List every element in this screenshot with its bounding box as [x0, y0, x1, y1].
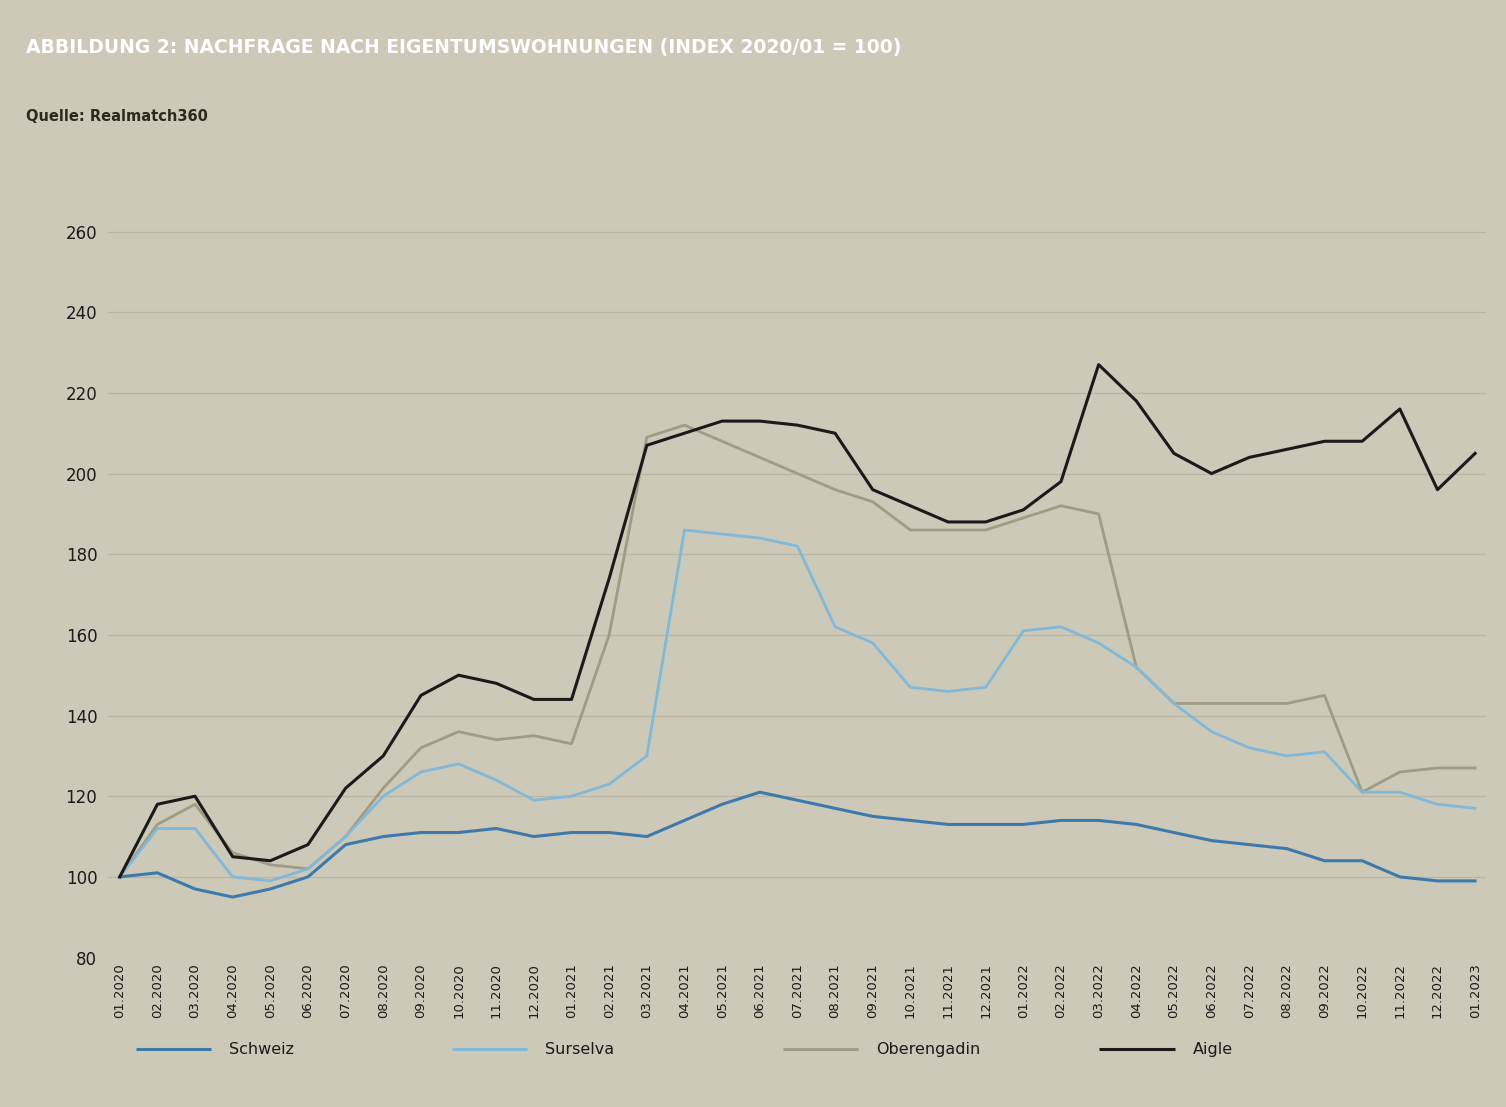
- Text: ABBILDUNG 2: NACHFRAGE NACH EIGENTUMSWOHNUNGEN (INDEX 2020/01 = 100): ABBILDUNG 2: NACHFRAGE NACH EIGENTUMSWOH…: [26, 39, 901, 58]
- Text: Surselva: Surselva: [545, 1042, 614, 1057]
- Text: Quelle: Realmatch360: Quelle: Realmatch360: [26, 110, 208, 124]
- Text: Aigle: Aigle: [1193, 1042, 1233, 1057]
- Text: Schweiz: Schweiz: [229, 1042, 294, 1057]
- Text: Oberengadin: Oberengadin: [876, 1042, 980, 1057]
